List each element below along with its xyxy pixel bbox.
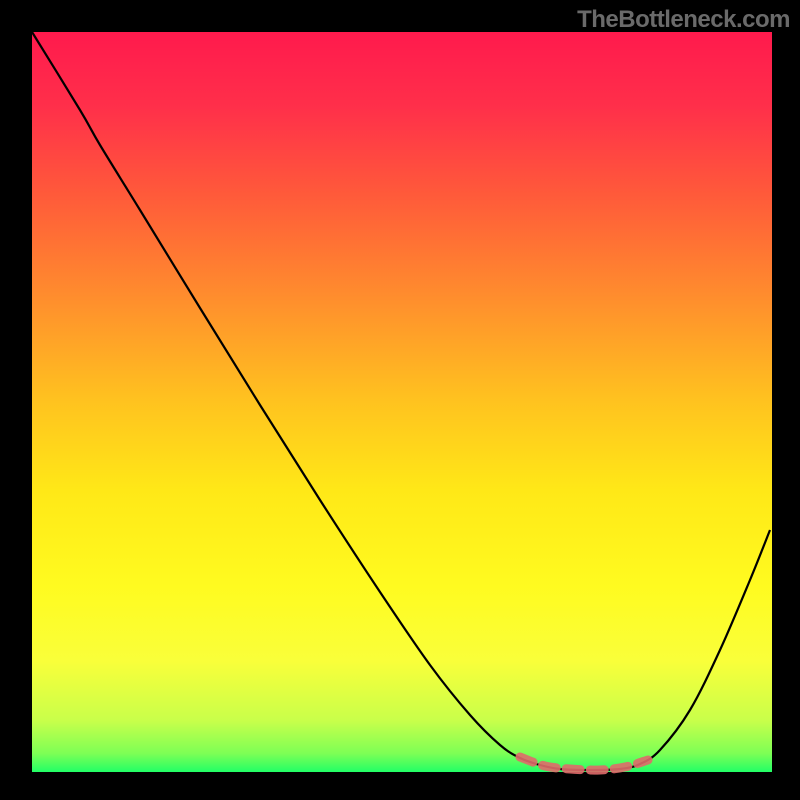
bottleneck-chart (0, 0, 800, 800)
watermark-text: TheBottleneck.com (577, 6, 790, 34)
plot-background (32, 32, 772, 772)
